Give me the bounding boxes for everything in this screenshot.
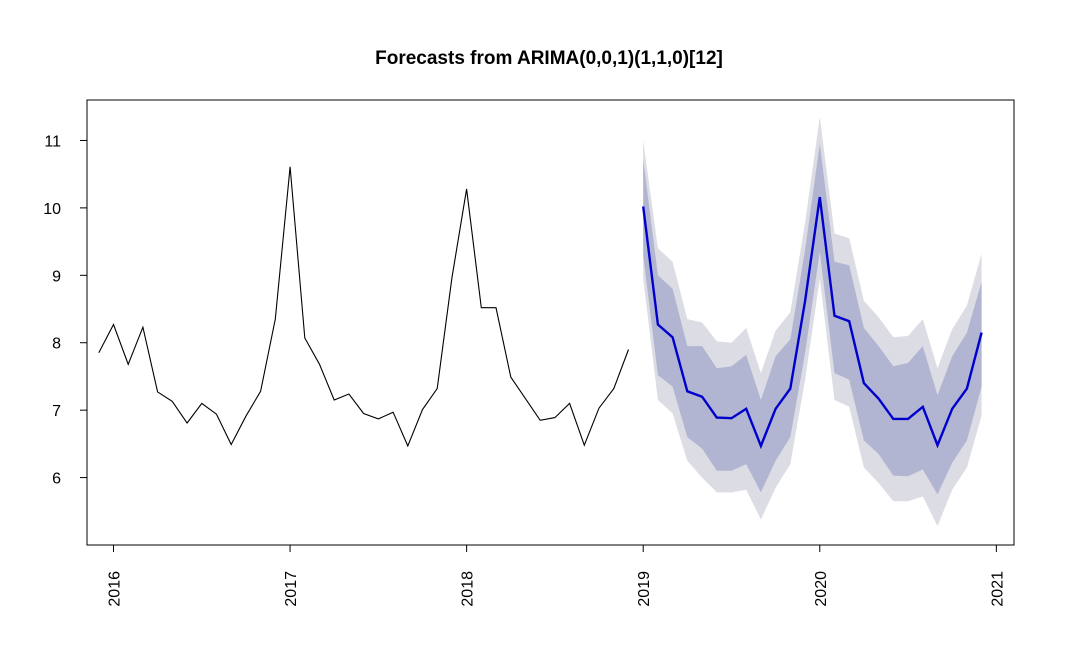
x-axis: 2016 2017 2018 2019 2020 2021 [106, 544, 1006, 607]
y-tick-label: 7 [52, 403, 61, 420]
series-layer [98, 166, 983, 450]
y-tick-label: 11 [44, 133, 61, 150]
y-axis: 6 7 8 9 10 11 [43, 133, 88, 488]
x-tick-label: 2021 [989, 571, 1006, 607]
band-80-layer [643, 143, 982, 495]
x-tick-label: 2020 [813, 571, 830, 607]
y-tick-label: 10 [43, 201, 61, 218]
y-tick-label: 9 [52, 268, 61, 285]
forecast-series-line [642, 196, 983, 450]
x-tick-label: 2017 [283, 571, 300, 607]
y-tick-label: 6 [52, 471, 61, 488]
y-tick-label: 8 [52, 336, 61, 353]
x-tick-label: 2016 [106, 571, 123, 607]
observed-series-line [98, 166, 630, 448]
band-80 [643, 143, 982, 495]
x-tick-label: 2019 [636, 571, 653, 607]
x-tick-label: 2018 [460, 571, 477, 607]
chart-title: Forecasts from ARIMA(0,0,1)(1,1,0)[12] [375, 48, 723, 69]
